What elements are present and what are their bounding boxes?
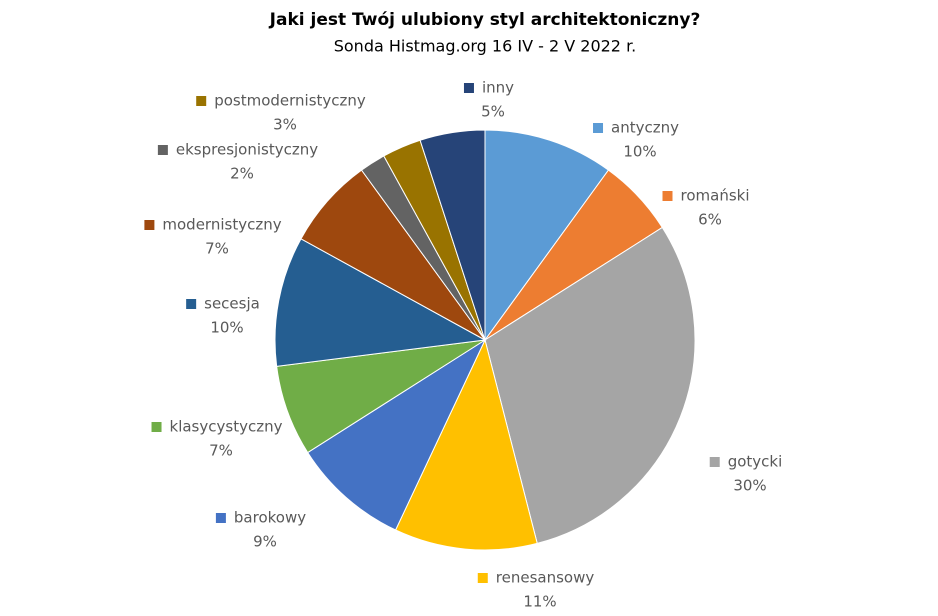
slice-value-label: 5% [481,103,505,121]
legend-swatch [144,220,155,230]
slice-value-label: 10% [210,319,243,337]
pie-slice [419,129,486,341]
pie-slice [484,129,610,342]
legend-swatch [157,145,168,155]
legend-swatch [186,299,197,309]
slice-label: secesja [204,295,260,313]
chart-title: Jaki jest Twój ulubiony styl architekton… [269,10,701,30]
legend-swatch [463,83,474,93]
slice-value-label: 7% [209,442,233,460]
slice-label: ekspresjonistyczny [176,141,318,159]
slice-label: barokowy [234,509,306,527]
slice-label: gotycki [728,453,783,471]
slice-label: modernistyczny [162,216,281,234]
legend-swatch [196,96,207,106]
slice-label: renesansowy [496,569,595,587]
slice-label: inny [482,79,514,97]
legend-swatch [593,123,604,133]
slice-label: romański [681,187,750,205]
legend-swatch [709,457,720,467]
chart-subtitle: Sonda Histmag.org 16 IV - 2 V 2022 r. [334,37,637,56]
pie-slice [307,338,487,531]
pie-slice [484,226,696,545]
slice-label: klasycystyczny [170,418,283,436]
legend-swatch [215,513,226,523]
pie-slice [394,338,538,551]
slice-label: antyczny [611,119,679,137]
slice-value-label: 7% [205,240,229,258]
slice-value-label: 10% [623,143,656,161]
slice-label: postmodernistyczny [214,92,366,110]
legend-swatch [477,573,488,583]
slice-value-label: 30% [733,477,766,495]
slice-value-label: 9% [253,533,277,551]
slice-value-label: 2% [230,165,254,183]
slice-value-label: 3% [273,116,297,134]
slice-value-label: 6% [698,211,722,229]
legend-swatch [662,191,673,201]
pie-slice [274,238,487,367]
slice-value-label: 11% [523,593,556,611]
legend-swatch [151,422,162,432]
